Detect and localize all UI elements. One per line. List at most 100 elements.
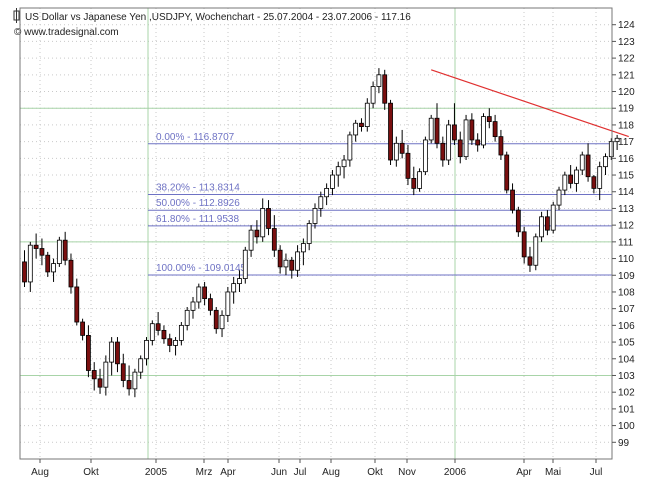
candle-down [545, 216, 550, 231]
candle-up [283, 259, 289, 268]
y-tick-label: 104 [618, 354, 635, 365]
candle-down [120, 363, 126, 381]
candle-down [213, 309, 219, 330]
y-tick-label: 118 [618, 120, 634, 131]
y-tick-label: 111 [618, 237, 634, 248]
y-tick-label: 105 [618, 338, 635, 349]
y-tick-label: 99 [618, 438, 630, 449]
y-axis: 99 100 101 102 103 104 105 106 107 108 109 110 111 11… [612, 20, 635, 449]
x-tick-label: Apr [516, 467, 532, 478]
candle-down [33, 244, 39, 249]
candle-up [103, 361, 109, 388]
candle-down [388, 102, 393, 161]
candle-up [149, 323, 155, 341]
candle-down [399, 142, 405, 154]
trendline [431, 69, 629, 138]
y-tick-label: 120 [618, 87, 635, 98]
plot-border [19, 7, 613, 460]
candle-down [45, 254, 51, 273]
candle-down [515, 209, 521, 233]
candle-down [405, 152, 411, 179]
candle-up [144, 340, 149, 360]
candle-up [579, 154, 585, 171]
candle-up [428, 117, 434, 141]
candle-down [434, 117, 440, 144]
x-tick-label: Aug [31, 467, 49, 478]
candle-up [574, 169, 579, 184]
candle-down [289, 259, 295, 271]
x-tick-label: 2005 [145, 467, 168, 478]
candle-down [167, 338, 173, 346]
candle-up [178, 324, 184, 341]
candle-up [190, 301, 196, 311]
candle-up [417, 171, 422, 189]
y-tick-label: 110 [618, 254, 634, 265]
y-tick-label: 114 [618, 187, 634, 198]
candle-up [300, 243, 306, 253]
candle-down [475, 139, 481, 146]
candle-up [608, 141, 614, 158]
candle-up [376, 74, 382, 87]
y-tick-label: 108 [618, 287, 635, 298]
candle-down [411, 177, 417, 189]
x-tick-label: Mai [545, 467, 561, 478]
x-tick-label: Jun [271, 467, 287, 478]
candle-up [550, 204, 556, 231]
y-tick-label: 119 [618, 104, 634, 115]
candle-up [370, 86, 376, 104]
candle-down [126, 380, 132, 390]
candle-up [196, 286, 202, 303]
candle-down [510, 189, 515, 211]
y-tick-label: 115 [618, 171, 634, 182]
candle-up [260, 208, 266, 238]
candle-down [457, 139, 463, 158]
x-tick-label: Nov [398, 467, 416, 478]
y-tick-label: 109 [618, 271, 635, 282]
candle-up [138, 358, 144, 373]
candle-up [597, 166, 603, 189]
candle-down [527, 256, 533, 266]
x-tick-label: Aug [322, 467, 340, 478]
candle-up [556, 189, 562, 206]
candle-down [161, 329, 167, 340]
candle-up [237, 278, 242, 285]
candle-down [585, 154, 591, 178]
x-tick-label: 2006 [444, 467, 467, 478]
y-tick-label: 117 [618, 137, 634, 148]
candle-down [208, 298, 213, 311]
candle-up [27, 244, 33, 283]
x-axis: Aug Okt 2005 Mrz Apr Jun Jul Aug Okt Nov 2006 Apr Ma… [31, 459, 602, 478]
candle-down [155, 323, 161, 331]
y-tick-label: 112 [618, 221, 634, 232]
fib-label: 100.00% - 109.0145 [156, 263, 247, 274]
candle-down [498, 136, 504, 156]
fibonacci-levels: 0.00% - 116.8707 38.20% - 113.8314 50.00% … [148, 132, 612, 276]
x-tick-label: Jul [590, 467, 603, 478]
candle-down [277, 249, 283, 268]
candle-down [452, 124, 457, 141]
x-tick-label: Okt [367, 467, 383, 478]
candle-up [330, 174, 335, 189]
y-tick-label: 124 [618, 20, 635, 31]
candle-up [109, 341, 115, 363]
candle-down [202, 286, 208, 300]
candle-down [359, 122, 364, 127]
candle-down [254, 229, 260, 238]
x-tick-label: Apr [220, 467, 236, 478]
candle-up [225, 291, 231, 316]
candle-down [382, 74, 388, 104]
candle-down [492, 121, 498, 138]
y-tick-label: 106 [618, 321, 635, 332]
y-tick-label: 123 [618, 37, 635, 48]
candle-up [324, 187, 330, 198]
candle-up [173, 340, 178, 346]
chart-subtitle: © www.tradesignal.com [14, 27, 119, 38]
candle-up [306, 223, 312, 244]
chart-header: US Dollar vs Japanese Yen ,USDJPY, Woche… [13, 8, 411, 38]
candle-down [591, 176, 597, 189]
candle-up [603, 156, 608, 168]
candle-down [266, 208, 271, 229]
candle-down [80, 321, 85, 336]
fib-label: 38.20% - 113.8314 [156, 183, 240, 194]
